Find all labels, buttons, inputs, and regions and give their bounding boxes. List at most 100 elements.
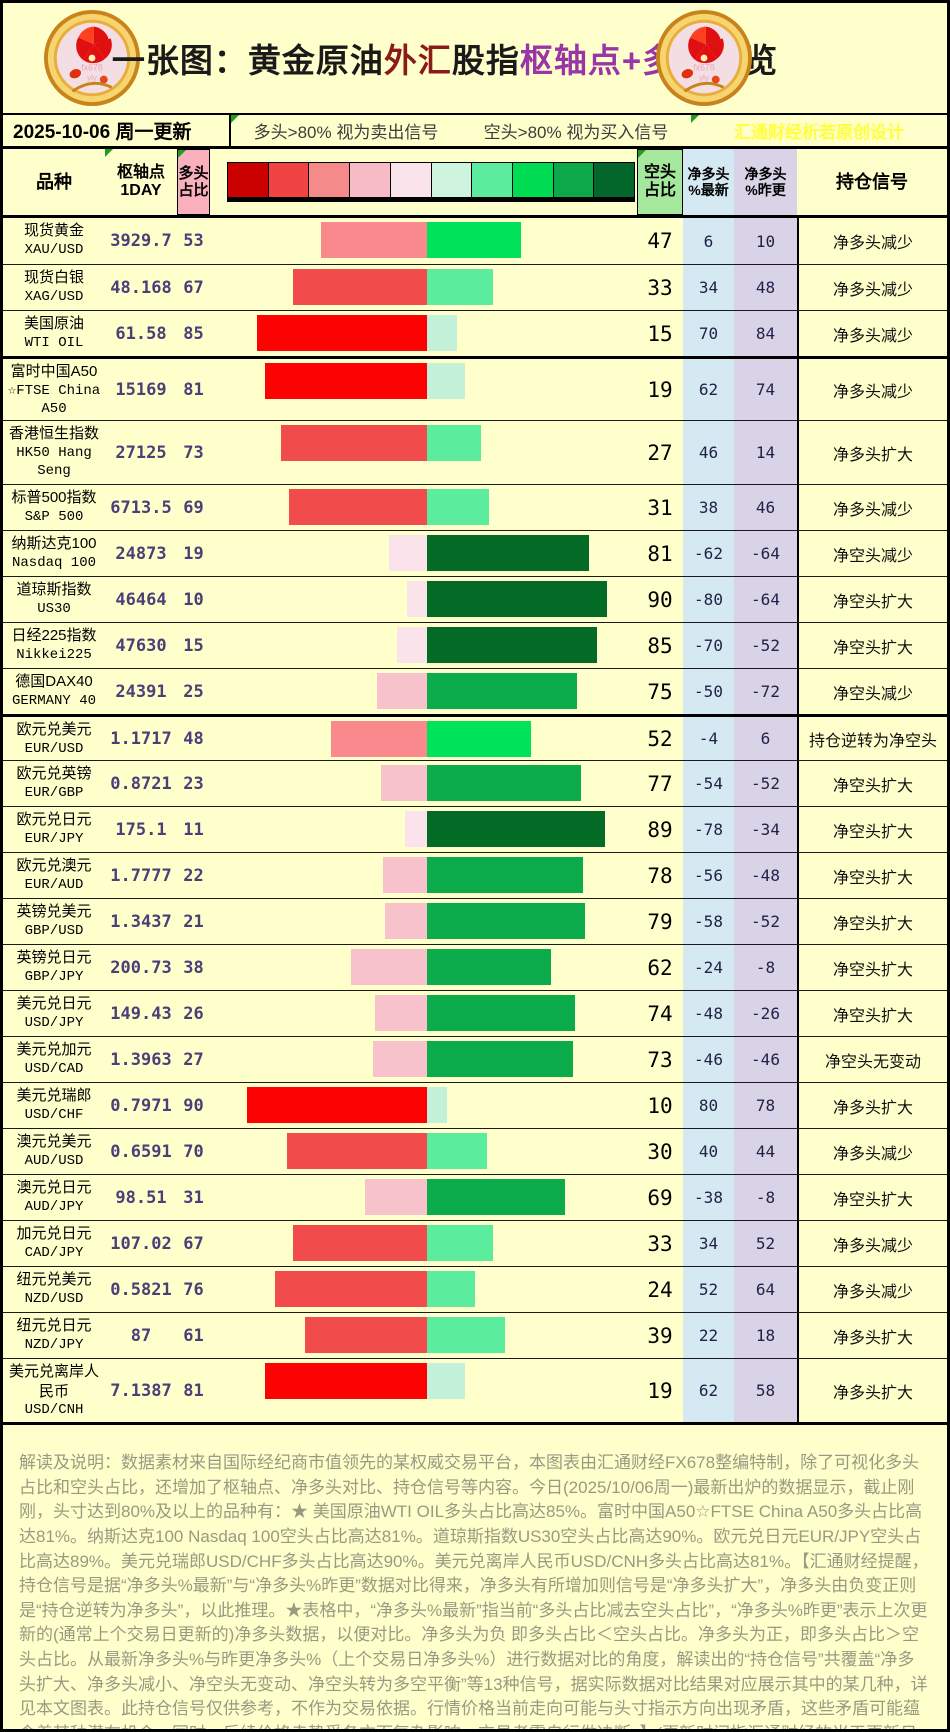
symbol-name-line: 欧元兑英镑 (16, 765, 92, 782)
position-signal: 净空头扩大 (797, 853, 947, 898)
long-bar (265, 363, 427, 399)
long-bar (305, 1317, 427, 1353)
net-long-prev-value: -34 (734, 807, 797, 852)
long-ratio-value: 27 (183, 1049, 204, 1070)
short-ratio-value: 10 (647, 1093, 673, 1118)
col-header-signal: 持仓信号 (836, 171, 908, 192)
symbol-name-line: 香港恒生指数 (8, 425, 99, 442)
scale-swatch (228, 163, 269, 197)
symbol-name-line: AUD/USD (24, 1152, 84, 1169)
net-long-prev-value: -52 (734, 899, 797, 944)
long-bar (385, 903, 427, 939)
short-bar (427, 1179, 565, 1215)
short-ratio-value: 24 (647, 1277, 673, 1302)
symbol-name-line: AUD/JPY (24, 1198, 84, 1215)
long-ratio-value: 15 (183, 635, 204, 656)
symbol-name-line: EUR/AUD (24, 876, 84, 893)
pivot-value: 1.1717 (110, 728, 172, 749)
short-bar (427, 903, 585, 939)
symbol-name: 欧元兑英镑 EUR/GBP (3, 761, 105, 806)
net-long-latest-value: 22 (683, 1313, 734, 1358)
position-signal: 净多头减少 (797, 1267, 947, 1312)
symbol-name: 美元兑日元 USD/JPY (3, 991, 105, 1036)
net-long-latest-value: 52 (683, 1267, 734, 1312)
notes-text: 解读及说明：数据素材来自国际经纪商市值领先的某权威交易平台，本图表由汇通财经FX… (19, 1453, 929, 1729)
symbol-name: 欧元兑日元 EUR/JPY (3, 807, 105, 852)
short-ratio-value: 19 (647, 1378, 673, 1403)
long-ratio-value: 26 (183, 1003, 204, 1024)
svg-text:fx678: fx678 (693, 63, 715, 73)
symbol-name-line: EUR/USD (24, 740, 84, 757)
pivot-value: 48.168 (110, 277, 172, 298)
position-signal: 净多头扩大 (797, 421, 947, 484)
net-long-latest-value: -4 (683, 717, 734, 760)
position-signal: 净多头扩大 (797, 1083, 947, 1128)
ratio-bar (210, 1175, 637, 1220)
scale-swatch (553, 163, 595, 197)
net-long-prev-value: -52 (734, 761, 797, 806)
symbol-name-line: 英镑兑美元 (16, 903, 92, 920)
long-ratio-value: 23 (183, 773, 204, 794)
ratio-bar (210, 1083, 637, 1128)
short-ratio-value: 15 (647, 321, 673, 346)
fx678-logo-left: fx678 yly (43, 9, 141, 107)
position-signal: 净多头减少 (797, 359, 947, 420)
symbol-name-line: GBP/USD (24, 922, 84, 939)
position-signal: 净空头减少 (797, 669, 947, 714)
pivot-value: 6713.5 (110, 497, 172, 518)
symbol-name-line: 欧元兑美元 (16, 721, 92, 738)
long-bar (405, 811, 427, 847)
long-bar (287, 1133, 427, 1169)
scale-swatch (390, 163, 432, 197)
col-header-net-prev: 净多头 %昨更 (734, 149, 797, 215)
long-bar (389, 535, 427, 571)
table-row: 美国原油 WTI OIL 61.58 85 15 70 84 净多头减少 (3, 310, 947, 356)
symbol-name-line: A50 (41, 400, 67, 417)
short-ratio-value: 78 (647, 863, 673, 888)
symbol-name: 欧元兑澳元 EUR/AUD (3, 853, 105, 898)
table-row: 日经225指数 Nikkei225 47630 15 85 -70 -52 净空头扩大 (3, 622, 947, 668)
col-header-symbol: 品种 (36, 171, 72, 192)
position-signal: 净空头扩大 (797, 1175, 947, 1220)
short-bar (427, 269, 493, 305)
net-long-prev-value: 58 (734, 1359, 797, 1422)
table-row: 欧元兑英镑 EUR/GBP 0.8721 23 77 -54 -52 净空头扩大 (3, 760, 947, 806)
pivot-value: 7.1387 (110, 1380, 172, 1401)
table-row: 富时中国A50 ☆FTSE China A50 15169 81 19 62 74 净多头减少 (3, 356, 947, 420)
col-header-net-latest: 净多头 %最新 (683, 149, 734, 215)
ratio-bar (210, 359, 637, 420)
net-long-prev-value: 6 (734, 717, 797, 760)
table-row: 美元兑离岸人 民币 USD/CNH 7.1387 81 19 62 58 净多头扩大 (3, 1358, 947, 1422)
pivot-value: 1.3963 (110, 1049, 172, 1070)
symbol-name-line: 欧元兑澳元 (16, 857, 92, 874)
position-signal: 净多头减少 (797, 265, 947, 310)
ratio-bar (210, 991, 637, 1036)
short-bar (427, 535, 589, 571)
long-bar (331, 721, 427, 757)
net-long-prev-value: 52 (734, 1221, 797, 1266)
net-long-latest-value: 38 (683, 485, 734, 530)
net-long-prev-value: 78 (734, 1083, 797, 1128)
long-bar (257, 315, 427, 351)
long-bar (265, 1363, 427, 1399)
table-row: 纽元兑美元 NZD/USD 0.5821 76 24 52 64 净多头减少 (3, 1266, 947, 1312)
symbol-name-line: 欧元兑日元 (16, 811, 92, 828)
table-row: 美元兑日元 USD/JPY 149.43 26 74 -48 -26 净空头扩大 (3, 990, 947, 1036)
net-long-prev-value: 14 (734, 421, 797, 484)
position-signal: 净多头减少 (797, 311, 947, 356)
net-long-latest-value: 6 (683, 218, 734, 264)
short-bar (427, 1271, 475, 1307)
short-bar (427, 1363, 465, 1399)
net-long-latest-value: 34 (683, 265, 734, 310)
symbol-name: 纽元兑日元 NZD/JPY (3, 1313, 105, 1358)
symbol-name-line: 澳元兑日元 (16, 1179, 92, 1196)
table-row: 香港恒生指数 HK50 Hang Seng 27125 73 27 46 14 净多头扩大 (3, 420, 947, 484)
ratio-bar (210, 899, 637, 944)
symbol-name-line: Nikkei225 (16, 646, 92, 663)
long-bar (281, 425, 427, 461)
table-row: 美元兑瑞郎 USD/CHF 0.7971 90 10 80 78 净多头扩大 (3, 1082, 947, 1128)
position-signal: 净多头减少 (797, 1129, 947, 1174)
short-ratio-value: 52 (647, 726, 673, 751)
symbol-name: 英镑兑美元 GBP/USD (3, 899, 105, 944)
pivot-value: 46464 (115, 589, 167, 610)
